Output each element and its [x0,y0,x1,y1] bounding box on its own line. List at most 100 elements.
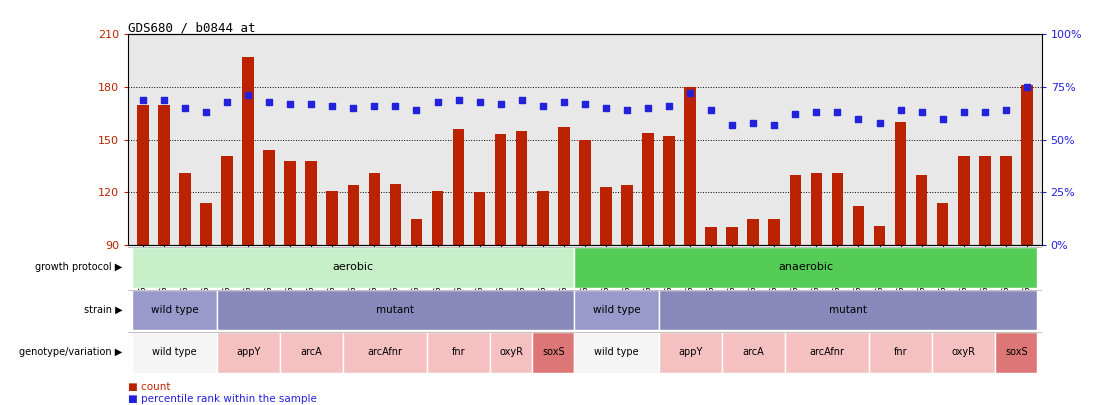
Point [302,101,320,107]
Point [344,105,362,111]
Point [786,111,804,118]
Point [955,109,973,115]
Text: oxyR: oxyR [951,347,976,357]
Bar [216,332,280,373]
Text: fnr: fnr [452,347,466,357]
Bar [769,219,780,403]
Point [850,115,868,122]
Bar [832,173,843,403]
Bar [222,156,233,403]
Text: wild type: wild type [593,305,641,315]
Point [723,122,741,128]
Text: appY: appY [236,347,261,357]
Bar [179,173,190,403]
Point [155,96,173,103]
Point [555,98,573,105]
Bar [133,332,216,373]
Bar [427,332,490,373]
Point [1018,84,1036,90]
Point [429,98,447,105]
Text: GDS680 / b0844_at: GDS680 / b0844_at [128,21,255,34]
Point [997,107,1015,113]
Bar [495,134,507,403]
Point [661,103,678,109]
Bar [305,161,317,403]
Text: arcA: arcA [301,347,322,357]
Point [829,109,847,115]
Bar [575,290,658,330]
Text: wild type: wild type [594,347,638,357]
Bar [284,161,296,403]
Point [618,107,636,113]
Text: aerobic: aerobic [333,262,374,272]
Text: mutant: mutant [829,305,867,315]
Bar [137,104,148,403]
Point [681,90,698,97]
Bar [995,332,1037,373]
Bar [558,128,569,403]
Point [387,103,404,109]
Point [450,96,468,103]
Bar [722,332,784,373]
Bar [600,187,612,403]
Text: appY: appY [678,347,702,357]
Bar [473,192,486,403]
Point [765,122,783,128]
Text: soxS: soxS [1005,347,1027,357]
Point [281,101,299,107]
Text: genotype/variation ▶: genotype/variation ▶ [19,347,123,357]
Bar [1000,156,1012,403]
Bar [133,247,575,288]
Bar [747,219,759,403]
Point [261,98,278,105]
Text: anaerobic: anaerobic [779,262,833,272]
Point [891,107,909,113]
Point [534,103,551,109]
Point [491,101,509,107]
Text: growth protocol ▶: growth protocol ▶ [36,262,123,272]
Point [365,103,383,109]
Bar [784,332,869,373]
Bar [684,87,696,403]
Point [976,109,994,115]
Bar [642,133,654,403]
Point [808,109,825,115]
Point [597,105,615,111]
Bar [452,129,465,403]
Bar [658,332,722,373]
Text: wild type: wild type [153,347,197,357]
Text: soxS: soxS [543,347,565,357]
Bar [390,183,401,403]
Text: arcAfnr: arcAfnr [810,347,844,357]
Bar [490,332,532,373]
Bar [937,203,948,403]
Bar [705,228,717,403]
Point [871,119,889,126]
Point [512,96,530,103]
Bar [895,122,907,403]
Bar [916,175,927,403]
Bar [133,290,216,330]
Point [176,105,194,111]
Bar [326,191,338,403]
Bar [432,191,443,403]
Bar [726,228,737,403]
Point [934,115,951,122]
Point [639,105,657,111]
Text: ■ count: ■ count [128,382,170,392]
Bar [790,175,801,403]
Point [408,107,426,113]
Bar [516,131,528,403]
Text: fnr: fnr [893,347,908,357]
Text: mutant: mutant [377,305,414,315]
Point [240,92,257,99]
Bar [663,136,675,403]
Point [912,109,930,115]
Bar [158,104,169,403]
Bar [243,57,254,403]
Bar [280,332,343,373]
Text: arcAfnr: arcAfnr [368,347,402,357]
Bar [216,290,575,330]
Bar [343,332,427,373]
Bar [348,185,359,403]
